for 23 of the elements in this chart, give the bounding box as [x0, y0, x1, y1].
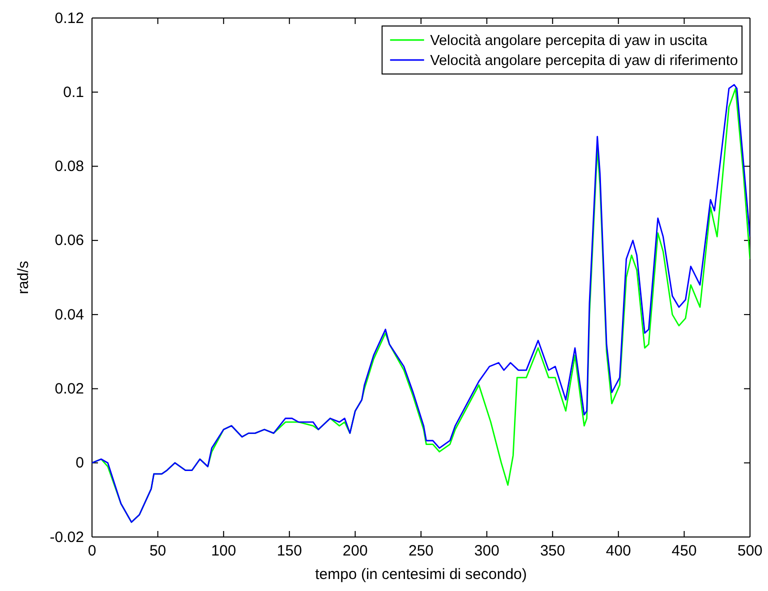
y-tick-label: -0.02 [50, 528, 84, 546]
x-tick-label: 500 [737, 542, 763, 560]
y-tick-label: 0.08 [54, 158, 84, 176]
y-axis-title: rad/s [15, 260, 32, 294]
legend-label: Velocità angolare percepita di yaw di riferimento [430, 53, 738, 69]
y-tick-label: 0.02 [54, 380, 84, 398]
x-tick-label: 200 [342, 542, 368, 560]
legend-label: Velocità angolare percepita di yaw in uscita [430, 33, 708, 49]
x-tick-label: 300 [474, 542, 500, 560]
x-tick-label: 150 [276, 542, 302, 560]
x-tick-label: 0 [88, 542, 96, 560]
x-tick-label: 350 [540, 542, 566, 560]
y-tick-label: 0.12 [54, 10, 84, 27]
x-tick-label: 400 [606, 542, 631, 560]
y-tick-label: 0 [76, 454, 84, 472]
x-tick-label: 50 [149, 542, 166, 560]
y-tick-label: 0.04 [54, 306, 84, 324]
x-tick-label: 100 [211, 542, 236, 560]
y-tick-label: 0.06 [54, 232, 84, 250]
x-tick-label: 450 [672, 542, 697, 560]
x-axis-title: tempo (in centesimi di secondo) [315, 566, 527, 583]
y-tick-label: 0.1 [63, 84, 84, 101]
x-tick-label: 250 [408, 542, 434, 560]
